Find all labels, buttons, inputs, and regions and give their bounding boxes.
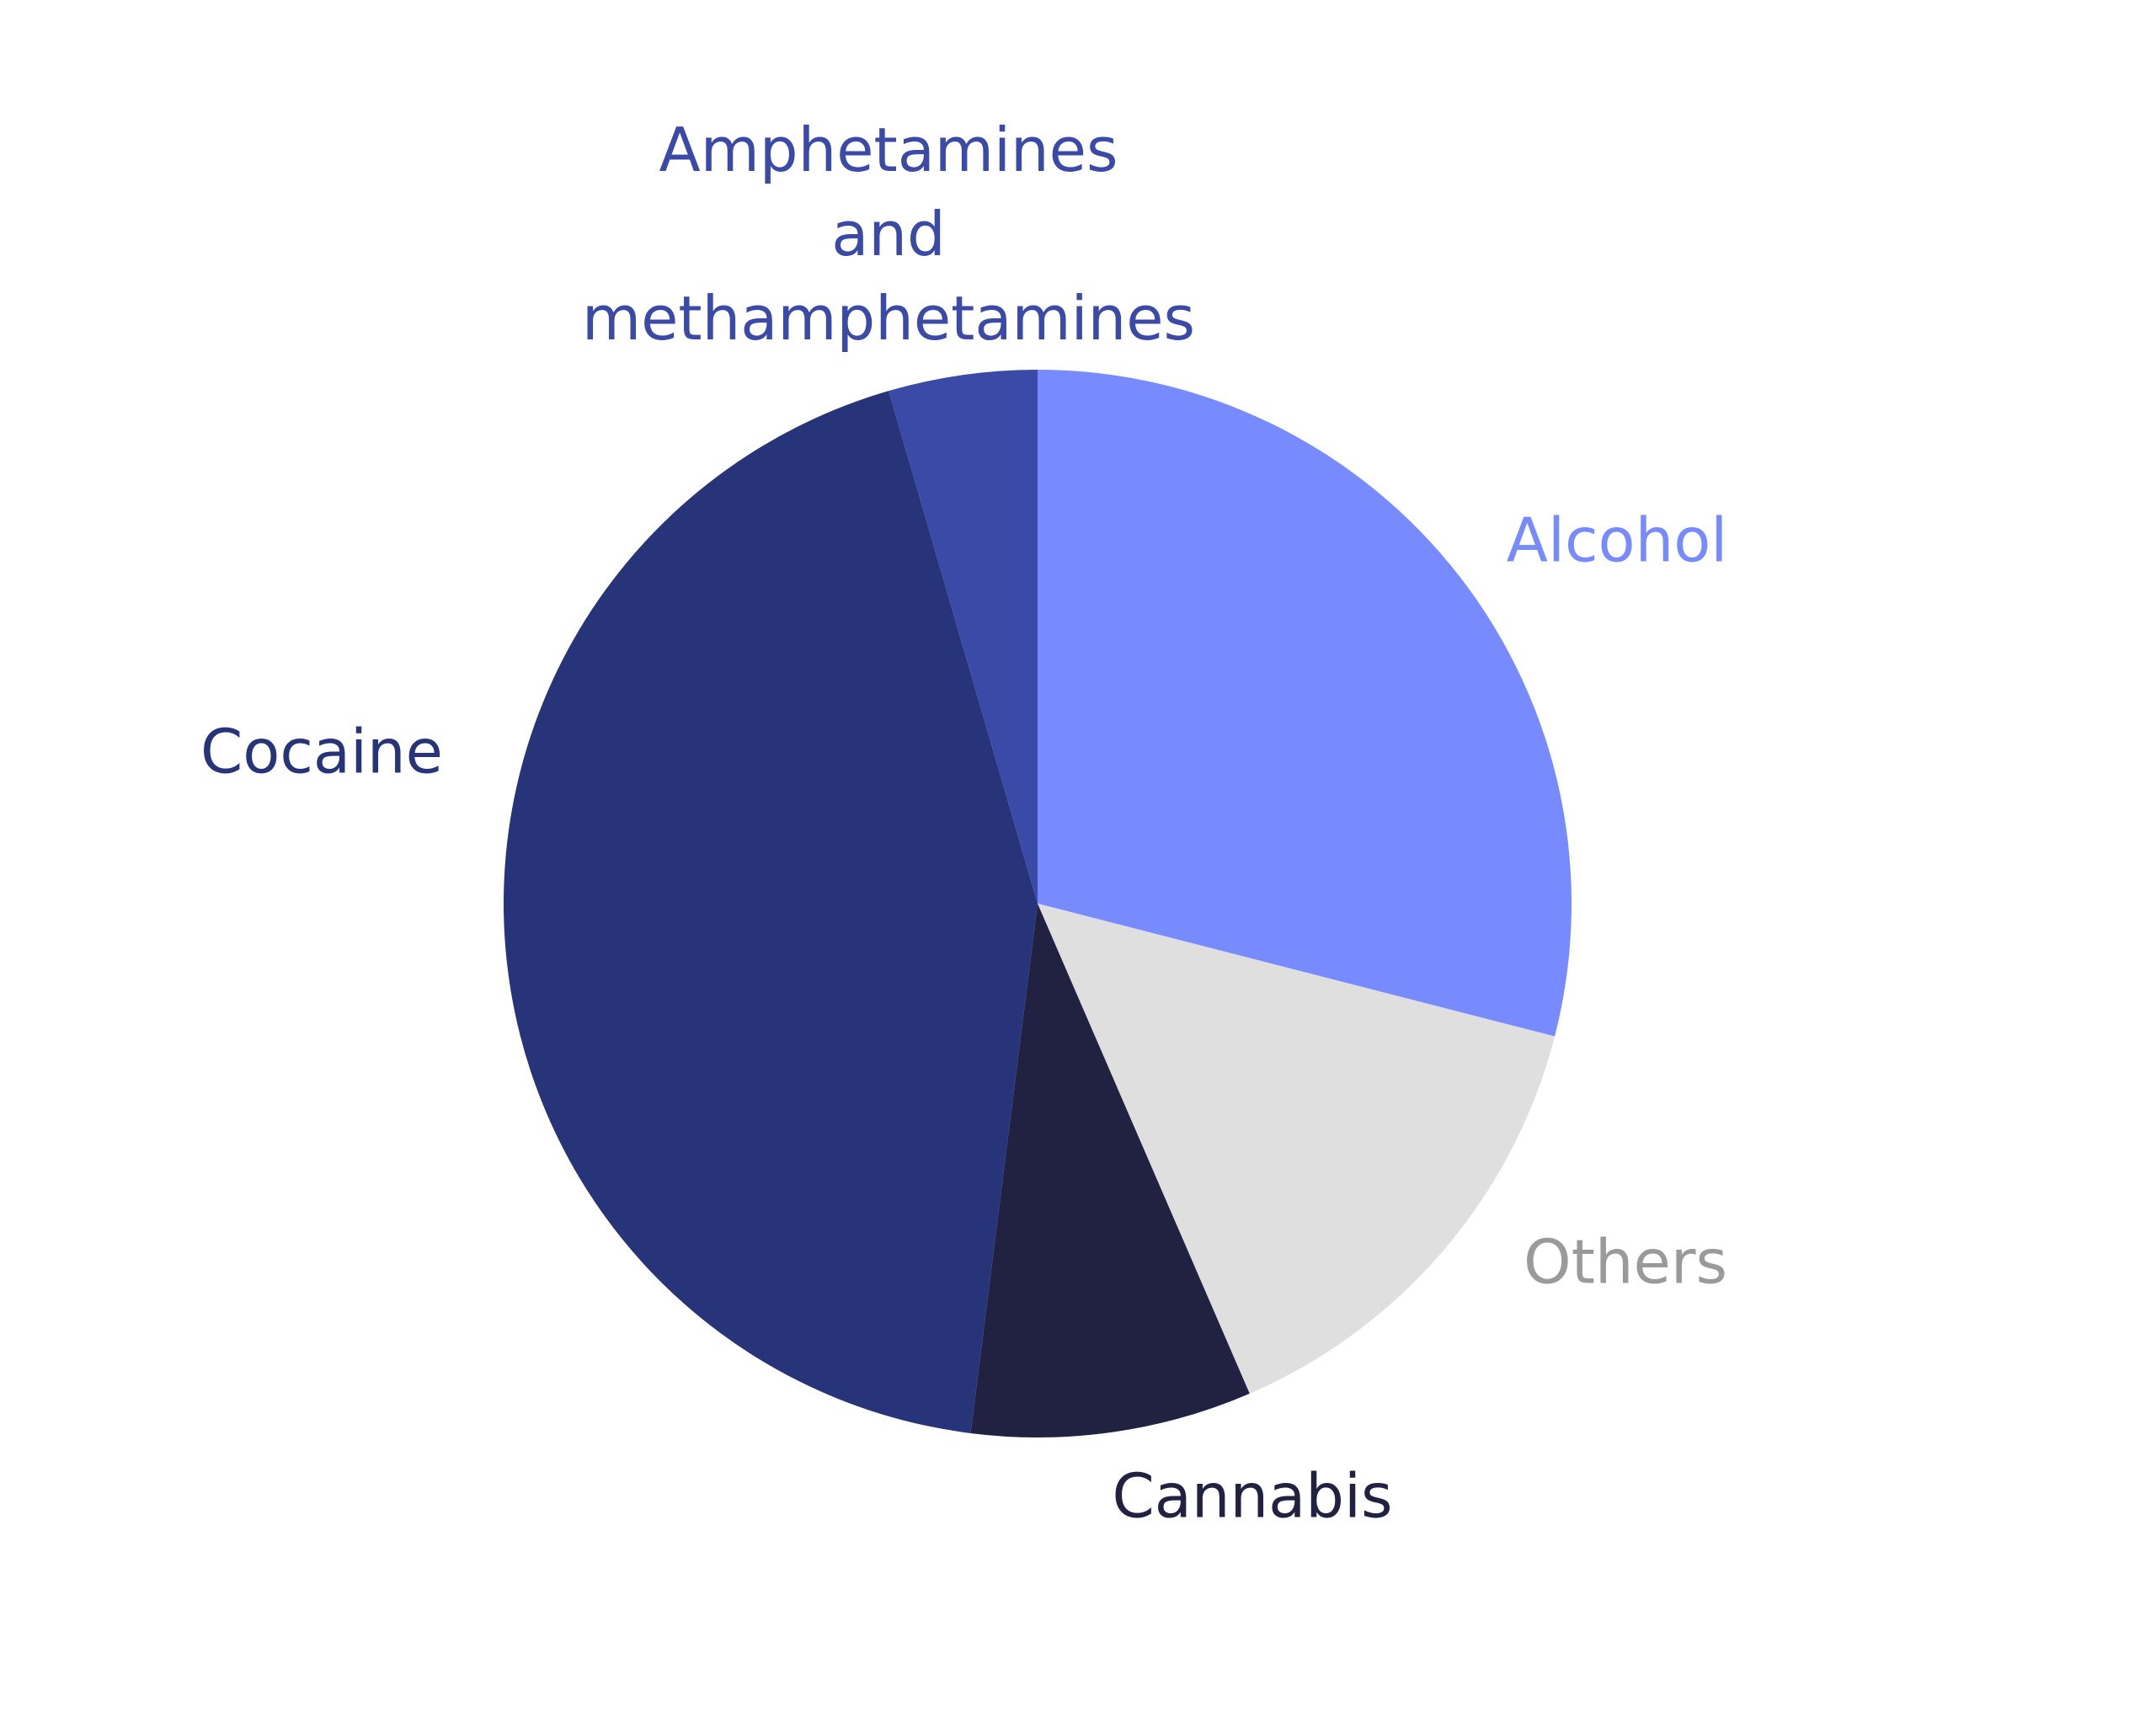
pie-slice xyxy=(1038,904,1556,1394)
pie-slice xyxy=(970,904,1250,1437)
slice-label: Cannabis xyxy=(1113,1461,1393,1532)
slice-label: Amphetamines and methamphetamines xyxy=(582,115,1195,354)
pie-slice xyxy=(889,370,1038,904)
slice-label: Cocaine xyxy=(200,717,443,787)
slice-label: Others xyxy=(1524,1227,1727,1298)
pie-slice xyxy=(503,391,1038,1434)
pie-slice xyxy=(1038,370,1572,1037)
slice-label: Alcohol xyxy=(1507,505,1728,576)
